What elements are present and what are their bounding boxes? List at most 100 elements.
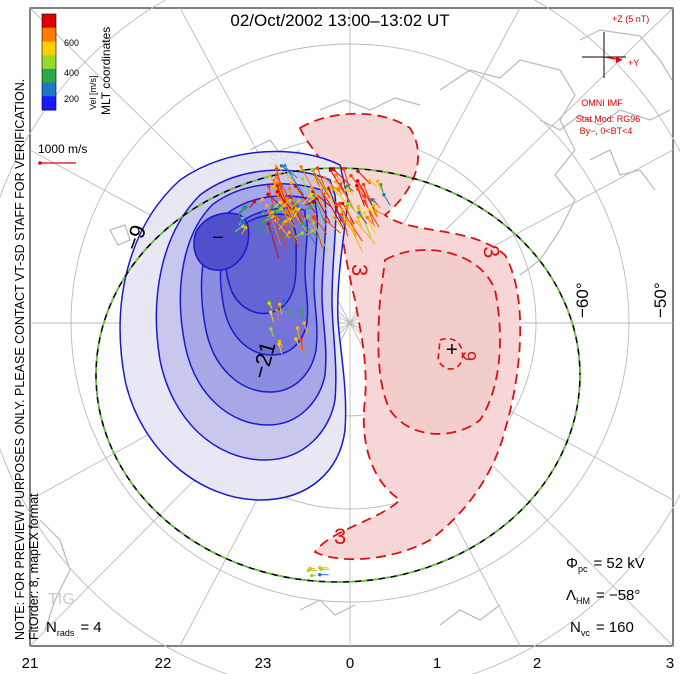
velocity-vector-origin	[287, 230, 291, 234]
velocity-vector-origin	[338, 182, 343, 186]
velocity-vector-origin	[275, 193, 279, 197]
mlt-label-23: 23	[255, 655, 272, 672]
velocity-vector-origin	[356, 187, 360, 191]
coords-label: MLT coordinates	[99, 27, 113, 115]
velocity-vector-origin	[375, 179, 380, 183]
velocity-vector-origin	[244, 226, 248, 230]
colorbar-segment	[42, 82, 56, 97]
velocity-vector-origin	[334, 173, 338, 177]
velocity-vector	[302, 178, 314, 207]
velocity-vector-origin	[269, 327, 273, 331]
velocity-vector-origin	[299, 165, 303, 169]
velocity-vector	[278, 220, 287, 230]
velocity-vector	[345, 206, 355, 230]
imf-model: Stat Mod: RG96	[576, 114, 641, 124]
velocity-vector	[290, 209, 308, 232]
velocity-vector-origin	[288, 198, 292, 202]
velocity-vector	[303, 322, 308, 334]
velocity-vector-origin	[279, 219, 283, 223]
velocity-vector	[339, 216, 346, 228]
velocity-vector-origin	[293, 184, 298, 188]
velocity-vector	[333, 216, 344, 231]
velocity-vector-origin	[269, 310, 273, 314]
velocity-vector-origin	[323, 176, 327, 180]
velocity-vector	[335, 174, 348, 188]
velocity-vector	[278, 343, 283, 355]
velocity-vector-origin	[338, 215, 342, 219]
velocity-vector-origin	[266, 192, 270, 196]
velocity-vector-origin	[312, 221, 316, 225]
velocity-vector-origin	[278, 200, 282, 204]
stats-block: Φpc = 52 kV ΛHM = −58° Nvc = 160 Nrads = 4	[46, 555, 645, 638]
velocity-vector-origin	[265, 228, 269, 232]
velocity-vector-origin	[311, 196, 315, 200]
colorbar-tick-400: 400	[64, 68, 79, 78]
colorbar-segment	[42, 41, 56, 56]
velocity-vector-origin	[265, 204, 269, 208]
velocity-vector	[284, 212, 298, 241]
velocity-vector-origin	[267, 184, 271, 189]
page-title: 02/Oct/2002 13:00–13:02 UT	[230, 11, 449, 30]
lat-label-60: −60°	[573, 282, 592, 318]
velocity-vector	[290, 200, 300, 209]
velocity-vector	[276, 191, 292, 210]
velocity-vector-origin	[288, 310, 292, 314]
velocity-vector	[357, 188, 367, 199]
velocity-vector	[343, 220, 357, 235]
velocity-vector-origin	[275, 190, 279, 194]
velocity-vector-origin	[329, 185, 333, 189]
velocity-vector-origin	[267, 301, 271, 305]
colorbar-segment	[42, 14, 56, 29]
velocity-colorbar	[41, 13, 57, 111]
velocity-vector-origin	[315, 166, 320, 170]
velocity-vector	[269, 175, 278, 189]
velocity-vector-origin	[244, 205, 248, 209]
velocity-vector-origin	[355, 179, 360, 183]
velocity-vector	[276, 310, 279, 321]
colorbar-tick-200: 200	[64, 94, 79, 104]
colorbar-segment	[42, 68, 56, 84]
heppner-maynard-boundary-dash	[95, 167, 581, 583]
velocity-vector-origin	[318, 573, 322, 577]
station-label-tig: TIG	[48, 591, 75, 608]
colorbar-tick-600: 600	[64, 38, 79, 48]
velocity-vector-origin	[274, 164, 278, 168]
velocity-vector-origin	[274, 167, 278, 171]
velocity-vector	[313, 195, 327, 226]
velocity-vector-origin	[283, 203, 287, 207]
velocity-vector-origin	[260, 197, 264, 201]
velocity-vector-origin	[310, 167, 314, 172]
velocity-vector-origin	[268, 174, 272, 178]
velocity-vector-origin	[340, 208, 344, 212]
velocity-vector-origin	[284, 219, 288, 223]
velocity-vector	[276, 185, 287, 207]
velocity-vector-origin	[287, 186, 292, 191]
velocity-vector	[373, 205, 379, 217]
velocity-vector	[267, 223, 280, 259]
velocity-vector	[357, 170, 371, 185]
velocity-vector-origin	[312, 178, 317, 182]
velocity-vector-origin	[308, 566, 312, 571]
mlt-label-3: 3	[666, 655, 674, 672]
velocity-vector	[278, 184, 292, 217]
velocity-vector	[350, 175, 371, 202]
colorbar-segment	[42, 55, 56, 70]
contour-label-pos-3a: 3	[347, 264, 372, 276]
velocity-vector-origin	[345, 202, 350, 206]
imf-y-label: +Y	[628, 58, 639, 68]
mlt-label-0: 0	[346, 655, 354, 672]
velocity-vector-origin	[311, 200, 315, 204]
velocity-vector-origin	[334, 202, 339, 207]
velocity-vector	[254, 220, 264, 230]
velocity-vector-origin	[297, 198, 301, 203]
velocity-vector-origin	[274, 175, 279, 180]
velocity-vector-origin	[355, 184, 359, 188]
velocity-vector-origin	[271, 185, 275, 189]
stat-nrads: Nrads = 4	[46, 619, 102, 638]
velocity-vector	[316, 198, 331, 224]
velocity-vector-origin	[294, 207, 298, 211]
velocity-vector-origin	[300, 231, 304, 235]
velocity-vector-origin	[299, 308, 303, 312]
velocity-vector	[314, 179, 331, 203]
velocity-vector-origin	[356, 169, 360, 173]
